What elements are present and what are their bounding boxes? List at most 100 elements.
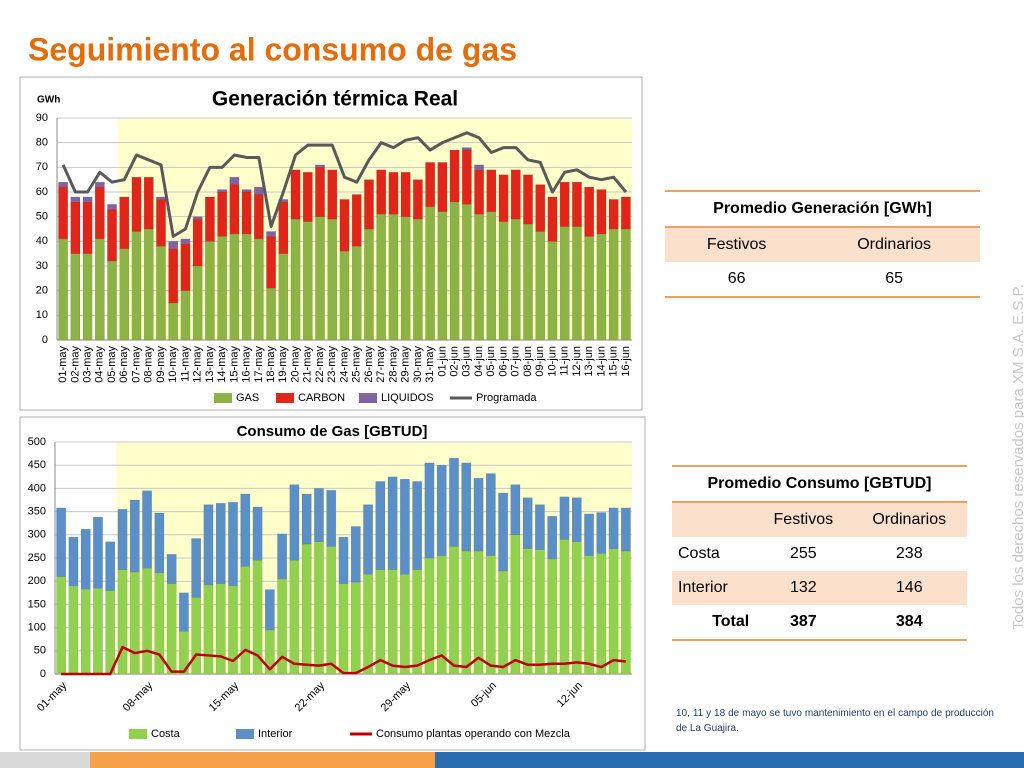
x-tick-label: 13-jun bbox=[583, 346, 595, 377]
bar-segment bbox=[289, 560, 300, 675]
bar-segment bbox=[277, 533, 288, 580]
column-header: Festivos bbox=[755, 502, 852, 537]
x-tick-label: 10-may bbox=[167, 346, 179, 383]
legend-swatch bbox=[359, 393, 377, 403]
y-tick-label: 200 bbox=[28, 575, 46, 587]
y-tick-label: 70 bbox=[36, 161, 48, 173]
bar-segment bbox=[107, 260, 117, 341]
bar-segment bbox=[326, 490, 337, 547]
bar-segment bbox=[375, 481, 386, 570]
legend-label: LIQUIDOS bbox=[381, 392, 434, 404]
bar-segment bbox=[559, 539, 570, 675]
bar-segment bbox=[473, 550, 484, 675]
bar-segment bbox=[117, 569, 128, 675]
bar-segment bbox=[315, 216, 325, 341]
bar-segment bbox=[107, 209, 117, 262]
bar-segment bbox=[510, 534, 521, 675]
bar-segment bbox=[94, 186, 105, 240]
bar-segment bbox=[399, 478, 410, 575]
x-tick-label: 06-jun bbox=[497, 346, 509, 377]
y-tick-label: 450 bbox=[28, 459, 46, 471]
bar-segment bbox=[485, 473, 496, 556]
bar-segment bbox=[142, 567, 152, 675]
bar-segment bbox=[608, 507, 619, 549]
bar-segment bbox=[301, 543, 312, 675]
y-tick-label: 300 bbox=[28, 529, 46, 541]
bar-segment bbox=[399, 573, 410, 675]
bar-segment bbox=[314, 488, 324, 543]
x-tick-label: 24-may bbox=[338, 346, 350, 383]
bar-segment bbox=[315, 167, 325, 217]
bar-segment bbox=[486, 169, 497, 212]
bar-segment bbox=[205, 196, 215, 242]
bar-segment bbox=[80, 528, 91, 590]
bar-segment bbox=[241, 189, 252, 193]
bar-segment bbox=[449, 201, 460, 341]
cell: 238 bbox=[895, 545, 923, 562]
bar-segment bbox=[400, 216, 411, 341]
bar-segment bbox=[82, 253, 93, 341]
y-tick-label: 90 bbox=[36, 112, 48, 124]
x-tick-label: 01-jun bbox=[436, 346, 448, 377]
bar-segment bbox=[608, 228, 619, 341]
bar-segment bbox=[154, 512, 165, 574]
generation-table: Promedio Generación [GWh] Festivos Ordina… bbox=[665, 190, 980, 298]
bar-segment bbox=[350, 581, 361, 675]
x-tick-label: 27-may bbox=[375, 346, 387, 383]
bar-segment bbox=[105, 541, 116, 591]
bar-segment bbox=[156, 196, 166, 200]
bar-segment bbox=[572, 226, 582, 341]
y-tick-label: 0 bbox=[40, 668, 46, 680]
legend-label: GAS bbox=[236, 392, 259, 404]
bar-segment bbox=[559, 226, 570, 341]
bar-segment bbox=[339, 199, 350, 252]
bar-segment bbox=[350, 526, 361, 583]
bar-segment bbox=[584, 236, 595, 341]
cell: 132 bbox=[755, 571, 852, 605]
x-tick-label: 20-may bbox=[289, 346, 301, 383]
bar-segment bbox=[339, 250, 350, 341]
bar-segment bbox=[535, 504, 545, 550]
bar-segment bbox=[572, 181, 582, 227]
slide-title: Seguimiento al consumo de gas bbox=[28, 31, 517, 67]
x-tick-label: 04-jun bbox=[473, 346, 485, 377]
x-tick-label: 09-may bbox=[155, 346, 167, 383]
cell: 255 bbox=[789, 545, 817, 562]
bar-segment bbox=[620, 550, 631, 675]
bar-segment bbox=[94, 238, 105, 341]
bar-segment bbox=[620, 196, 631, 230]
y-tick-label: 350 bbox=[28, 506, 46, 518]
y-tick-label: 50 bbox=[34, 645, 46, 657]
bar-segment bbox=[474, 164, 484, 171]
bar-segment bbox=[278, 253, 289, 341]
bar-segment bbox=[290, 218, 301, 341]
bar-segment bbox=[203, 504, 214, 586]
column-header: Ordinarios bbox=[851, 502, 967, 537]
bar-segment bbox=[327, 218, 338, 341]
bar-segment bbox=[436, 464, 447, 556]
y-tick-label: 40 bbox=[36, 235, 48, 247]
x-tick-label: 10-jun bbox=[546, 346, 558, 377]
x-tick-label: 17-may bbox=[253, 346, 265, 383]
bar-segment bbox=[117, 509, 128, 570]
y-tick-label: 10 bbox=[36, 309, 48, 321]
bar-segment bbox=[326, 546, 337, 675]
y-tick-label: 100 bbox=[28, 622, 46, 634]
x-tick-label: 14-jun bbox=[595, 346, 607, 377]
x-tick-label: 29-may bbox=[400, 346, 412, 383]
row-label: Interior bbox=[672, 571, 756, 605]
bar-segment bbox=[178, 592, 189, 632]
bar-segment bbox=[56, 576, 67, 675]
bar-segment bbox=[412, 569, 423, 675]
bar-segment bbox=[608, 199, 619, 230]
x-tick-label: 14-may bbox=[216, 346, 228, 383]
bar-segment bbox=[522, 548, 533, 675]
legend-label: Interior bbox=[258, 728, 293, 740]
bar-segment bbox=[217, 191, 228, 237]
bar-segment bbox=[68, 536, 79, 587]
y-tick-label: 400 bbox=[28, 482, 46, 494]
bar-segment bbox=[461, 462, 472, 552]
cell: 65 bbox=[808, 262, 980, 298]
bar-segment bbox=[584, 513, 594, 556]
